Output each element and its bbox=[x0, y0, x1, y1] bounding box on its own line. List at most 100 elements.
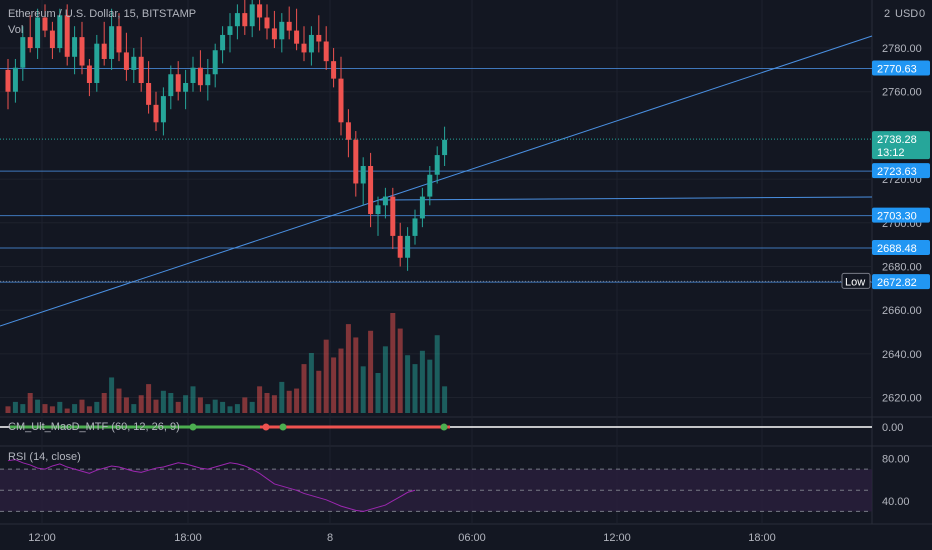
candle-body bbox=[205, 74, 211, 86]
volume-bar bbox=[331, 357, 337, 413]
volume-bar bbox=[101, 393, 107, 413]
price-tag-countdown: 13:12 bbox=[877, 147, 905, 159]
candle-body bbox=[57, 15, 63, 49]
volume-bar bbox=[368, 330, 374, 413]
candle-body bbox=[27, 37, 33, 49]
volume-bar bbox=[264, 393, 270, 413]
candle-body bbox=[419, 196, 425, 219]
y-tick-label: 2620.00 bbox=[882, 393, 922, 405]
candle-body bbox=[5, 69, 11, 92]
volume-bar bbox=[353, 337, 359, 413]
y-tick-label: 2640.00 bbox=[882, 349, 922, 361]
candle-body bbox=[434, 155, 440, 175]
volume-bar bbox=[57, 401, 63, 413]
volume-bar bbox=[123, 397, 129, 413]
candle-body bbox=[146, 83, 152, 105]
volume-bar bbox=[212, 399, 218, 413]
currency-label[interactable]: USD bbox=[895, 8, 919, 20]
candle-body bbox=[175, 74, 181, 92]
volume-bar bbox=[338, 348, 344, 413]
volume-bar bbox=[308, 353, 314, 413]
price-tag-label: 2703.30 bbox=[877, 211, 917, 223]
x-tick-label: 06:00 bbox=[458, 532, 486, 544]
volume-bar bbox=[294, 388, 300, 413]
candle-body bbox=[101, 43, 107, 59]
volume-bar bbox=[390, 313, 396, 413]
candle-body bbox=[242, 13, 248, 27]
low-tag-box bbox=[841, 272, 871, 289]
volume-bar bbox=[5, 406, 11, 413]
trend-line-rising bbox=[0, 35, 873, 327]
candle-body bbox=[227, 26, 233, 35]
candle-body bbox=[316, 34, 322, 42]
candle-body bbox=[360, 166, 366, 184]
price-tag-label: 2723.63 bbox=[877, 166, 917, 178]
volume-bar bbox=[160, 390, 166, 413]
volume-bar bbox=[323, 339, 329, 413]
volume-bar bbox=[405, 355, 411, 413]
volume-bar bbox=[234, 404, 240, 413]
low-tag-label: Low bbox=[845, 276, 865, 288]
candle-body bbox=[323, 41, 329, 62]
candle-body bbox=[353, 139, 359, 184]
volume-bar bbox=[279, 381, 285, 413]
candle-body bbox=[138, 56, 144, 83]
volume-bar bbox=[271, 395, 277, 413]
price-tag-label: 2770.63 bbox=[877, 64, 917, 76]
candle-body bbox=[271, 28, 277, 40]
candle-body bbox=[375, 205, 381, 215]
y-tick-label: 2660.00 bbox=[882, 305, 922, 317]
volume-bar bbox=[79, 399, 85, 413]
volume-bar bbox=[27, 393, 33, 413]
volume-bar bbox=[257, 386, 263, 413]
candle-body bbox=[345, 122, 351, 140]
volume-bar bbox=[49, 406, 55, 413]
y-tick-label: 2680.00 bbox=[882, 261, 922, 273]
candle-body bbox=[197, 67, 203, 86]
candle-body bbox=[427, 174, 433, 197]
x-tick-label: 18:00 bbox=[748, 532, 776, 544]
rsi-line bbox=[7, 459, 416, 512]
volume-bar bbox=[419, 350, 425, 413]
symbol-title: Ethereum / U.S. Dollar, 15, BITSTAMP bbox=[8, 8, 197, 20]
volume-bar bbox=[42, 404, 48, 413]
volume-bar bbox=[116, 388, 122, 413]
currency-extra: 0 bbox=[919, 8, 926, 20]
candle-body bbox=[234, 13, 240, 27]
volume-bar bbox=[64, 408, 70, 413]
candle-body bbox=[212, 50, 218, 75]
volume-bar bbox=[86, 406, 92, 413]
x-tick-label: 12:00 bbox=[603, 532, 631, 544]
candle-body bbox=[286, 21, 292, 31]
volume-bar bbox=[220, 401, 226, 413]
price-tag-label: 2672.82 bbox=[877, 277, 917, 289]
price-tag bbox=[872, 207, 930, 223]
candle-body bbox=[153, 104, 159, 123]
candle-body bbox=[79, 37, 85, 66]
rsi-legend: RSI (14, close) bbox=[8, 451, 81, 463]
candle-body bbox=[131, 56, 137, 70]
trend-line-flat bbox=[379, 196, 873, 201]
candle-body bbox=[190, 67, 196, 83]
y-tick-label: 2760.00 bbox=[882, 87, 922, 99]
candle-body bbox=[442, 139, 448, 156]
macd-zero-label: 0.00 bbox=[882, 422, 903, 434]
candle-body bbox=[123, 52, 129, 70]
volume-bar bbox=[286, 390, 292, 413]
macd-cross-dot bbox=[189, 423, 197, 431]
rsi-name: RSI bbox=[8, 451, 27, 463]
rsi-tick-label: 80.00 bbox=[882, 454, 910, 466]
candle-body bbox=[249, 4, 255, 27]
price-tag bbox=[872, 163, 930, 179]
candle-body bbox=[331, 61, 337, 79]
volume-bar bbox=[249, 401, 255, 413]
macd-name: CM_Ult_MacD_MTF bbox=[8, 421, 109, 433]
candle-body bbox=[12, 67, 18, 92]
volume-bar bbox=[12, 401, 18, 413]
candle-body bbox=[64, 15, 70, 57]
volume-bar bbox=[72, 404, 78, 413]
volume-bar bbox=[375, 373, 381, 413]
candle-body bbox=[220, 34, 226, 51]
